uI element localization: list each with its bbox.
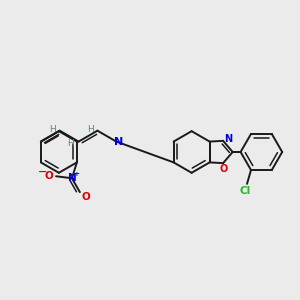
Text: N: N (224, 134, 232, 144)
Text: O: O (81, 192, 90, 202)
Text: H: H (87, 125, 93, 134)
Text: +: + (73, 171, 79, 177)
Text: O: O (45, 171, 53, 181)
Text: H: H (49, 125, 56, 134)
Text: Cl: Cl (239, 186, 251, 196)
Text: O: O (220, 164, 228, 174)
Text: N: N (114, 136, 123, 147)
Text: −: − (38, 167, 47, 177)
Text: H: H (67, 139, 74, 148)
Text: N: N (68, 173, 76, 183)
